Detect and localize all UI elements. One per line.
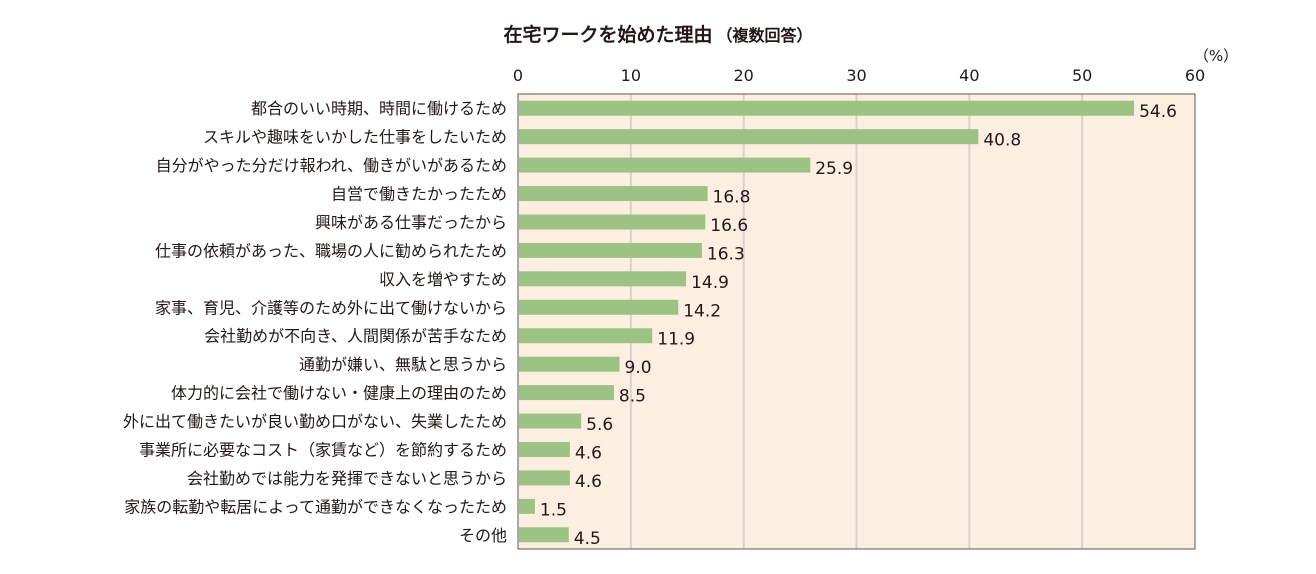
x-tick-label: 10 (621, 66, 641, 85)
x-tick-label: 60 (1185, 66, 1205, 85)
category-label: 通勤が嫌い、無駄と思うから (299, 355, 507, 374)
chart-title-main: 在宅ワークを始めた理由 (503, 24, 713, 46)
data-label: 11.9 (657, 330, 695, 350)
bar (519, 356, 620, 372)
bar (519, 271, 687, 287)
bar (519, 385, 614, 401)
bar (519, 441, 570, 457)
category-label: 自分がやった分だけ報われ、働きがいがあるため (156, 156, 507, 175)
category-label: 家族の転勤や転居によって通勤ができなくなったため (124, 497, 507, 516)
data-label: 40.8 (983, 131, 1021, 151)
bar (519, 214, 706, 230)
category-label: 会社勤めが不向き、人間関係が苦手なため (204, 327, 507, 346)
value-labels: 54.6 40.8 25.9 16.8 16.6 16.3 14.9 14.2 11.99.0 8… (540, 102, 1177, 549)
bar (519, 157, 811, 173)
bar (519, 129, 979, 145)
category-label: 収入を増やすため (379, 270, 507, 289)
data-label: 4.5 (574, 529, 601, 549)
category-label: 家事、育児、介護等のため外に出て働けないから (155, 298, 507, 317)
category-labels: 都合のいい時期、時間に働けるためスキルや趣味をいかした仕事をしたいため自分がやっ… (123, 99, 507, 545)
unit-label: （%） (1194, 47, 1238, 65)
bar (519, 498, 535, 514)
bar (519, 242, 702, 258)
data-label: 8.5 (619, 387, 646, 407)
data-label: 4.6 (575, 472, 602, 492)
x-tick-label: 40 (959, 66, 979, 85)
chart-subtitle: （複数回答） (716, 26, 813, 45)
data-label: 9.0 (625, 358, 652, 378)
data-label: 16.6 (710, 216, 748, 236)
data-label: 25.9 (815, 159, 853, 179)
bars (519, 100, 1135, 543)
x-tick-label: 50 (1072, 66, 1092, 85)
x-tick-label: 20 (733, 66, 753, 85)
data-label: 4.6 (575, 443, 602, 463)
category-label: 興味がある仕事だったから (315, 213, 507, 232)
data-label: 14.9 (691, 273, 729, 293)
category-label: 体力的に会社で働けない・健康上の理由のため (171, 384, 507, 403)
data-label: 14.2 (683, 301, 721, 321)
bar (519, 413, 582, 429)
bar (519, 527, 569, 543)
category-label: 外に出て働きたいが良い勤め口がない、失業したため (123, 412, 507, 431)
data-label: 5.6 (586, 415, 613, 435)
category-label: 会社勤めでは能力を発揮できないと思うから (187, 469, 507, 488)
data-label: 54.6 (1139, 102, 1177, 122)
x-axis-ticks: 0 10 20 30 40 50 60 (513, 66, 1205, 85)
category-label: 自営で働きたかったため (331, 185, 507, 204)
bar (519, 470, 570, 486)
plot-frame (517, 93, 1196, 550)
data-label: 1.5 (540, 500, 567, 520)
bar (519, 328, 653, 344)
category-label: その他 (459, 526, 507, 545)
category-label: 都合のいい時期、時間に働けるため (251, 99, 507, 118)
category-label: 事業所に必要なコスト（家賃など）を節約するため (139, 440, 507, 459)
chart-title: 在宅ワークを始めた理由 （複数回答） (0, 20, 1316, 47)
bar (519, 186, 708, 202)
data-label: 16.8 (713, 188, 751, 208)
x-tick-label: 0 (513, 66, 523, 85)
bar (519, 100, 1135, 116)
category-label: スキルや趣味をいかした仕事をしたいため (203, 128, 507, 147)
category-label: 仕事の依頼があった、職場の人に勧められたため (155, 241, 507, 260)
bar (519, 299, 679, 315)
data-label: 16.3 (707, 244, 745, 264)
x-tick-label: 30 (846, 66, 866, 85)
